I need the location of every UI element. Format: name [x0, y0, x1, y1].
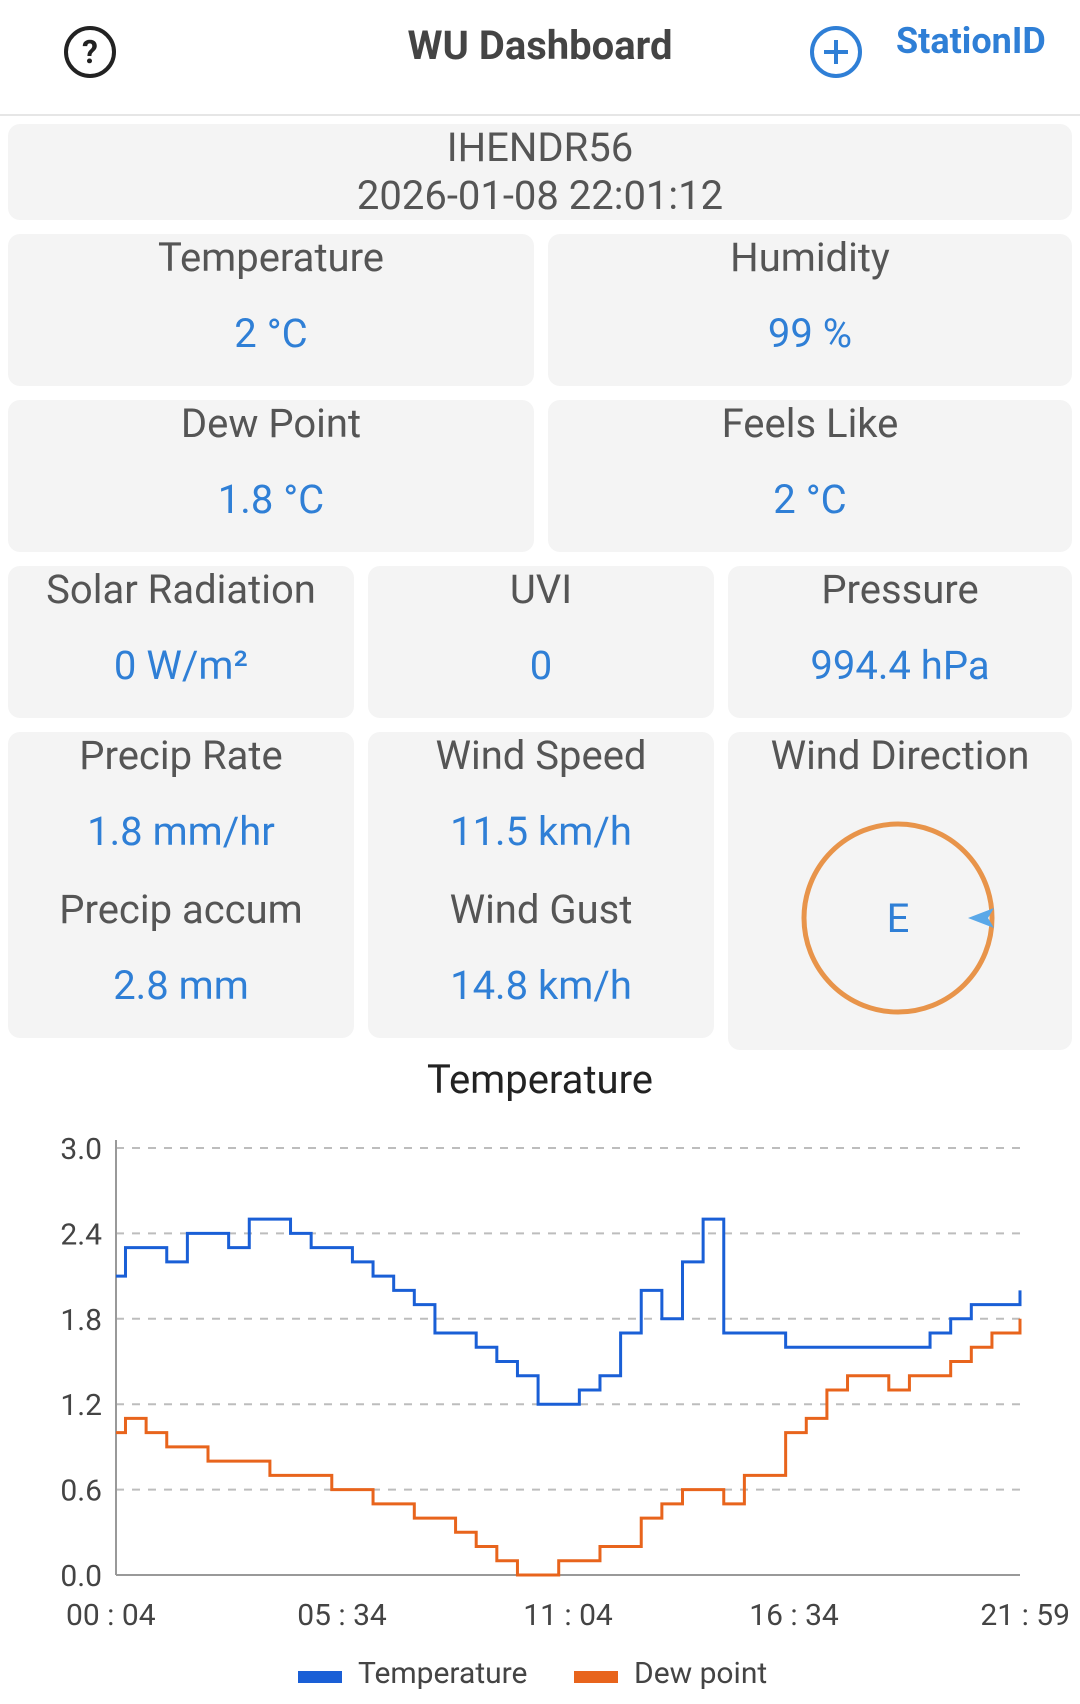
wind-speed-value: 11.5 km/h	[450, 808, 632, 855]
series-line-dew-point	[116, 1318, 1022, 1577]
observation-timestamp: 2026-01-08 22:01:12	[356, 172, 724, 219]
precip-rate-label: Precip Rate	[79, 732, 283, 779]
uvi-label: UVI	[509, 566, 573, 613]
wind-gust-value: 14.8 km/h	[450, 962, 632, 1009]
station-id-button[interactable]: StationID	[896, 20, 1046, 62]
temperature-card: Temperature 2 °C	[8, 234, 534, 386]
precip-accum-label: Precip accum	[59, 886, 303, 933]
pressure-card: Pressure 994.4 hPa	[728, 566, 1072, 718]
page-title: WU Dashboard	[407, 22, 673, 69]
y-tick-label: 0.0	[60, 1559, 102, 1594]
uvi-card: UVI 0	[368, 566, 714, 718]
series-line-temperature	[116, 1217, 1022, 1406]
pressure-value: 994.4 hPa	[810, 642, 990, 689]
feels-like-label: Feels Like	[721, 400, 899, 447]
x-tick-label: 11 : 04	[523, 1598, 613, 1633]
wind-compass: E	[801, 821, 995, 1015]
app-header: ? WU Dashboard StationID	[0, 0, 1080, 116]
legend-swatch-temperature	[298, 1671, 342, 1683]
feels-like-card: Feels Like 2 °C	[548, 400, 1072, 552]
temperature-label: Temperature	[158, 234, 384, 281]
wind-direction-value: E	[887, 895, 910, 942]
legend-label-dew-point: Dew point	[634, 1656, 767, 1691]
precip-rate-value: 1.8 mm/hr	[87, 808, 275, 855]
svg-text:?: ?	[82, 33, 98, 71]
y-tick-label: 1.2	[60, 1388, 102, 1423]
precipitation-card: Precip Rate 1.8 mm/hr Precip accum 2.8 m…	[8, 732, 354, 1038]
x-tick-label: 05 : 34	[297, 1598, 387, 1633]
help-circle-icon[interactable]: ?	[62, 24, 118, 80]
dew-point-value: 1.8 °C	[217, 476, 325, 523]
y-tick-label: 2.4	[60, 1217, 102, 1252]
x-tick-label: 21 : 59	[980, 1598, 1070, 1633]
x-tick-label: 16 : 34	[749, 1598, 839, 1633]
add-circle-icon[interactable]	[808, 24, 864, 80]
humidity-value: 99 %	[767, 310, 853, 357]
temperature-chart: 0.0 0.6 1.2 1.8 2.4 3.0 00 : 04 05 : 34 11 : 04 1…	[60, 1132, 1070, 1691]
y-tick-label: 1.8	[60, 1303, 102, 1338]
chart-title: Temperature	[427, 1056, 653, 1103]
wind-direction-label: Wind Direction	[770, 732, 1030, 779]
wind-arrow-icon	[968, 908, 994, 928]
precip-accum-value: 2.8 mm	[113, 962, 249, 1009]
solar-radiation-value: 0 W/m²	[113, 642, 249, 689]
feels-like-value: 2 °C	[773, 476, 847, 523]
temperature-value: 2 °C	[234, 310, 308, 357]
y-tick-label: 0.6	[60, 1474, 102, 1509]
legend-swatch-dew-point	[574, 1671, 618, 1683]
uvi-value: 0	[529, 642, 553, 689]
wind-gust-label: Wind Gust	[449, 886, 633, 933]
dew-point-card: Dew Point 1.8 °C	[8, 400, 534, 552]
station-card: IHENDR56 2026-01-08 22:01:12	[8, 124, 1072, 220]
pressure-label: Pressure	[821, 566, 979, 613]
humidity-label: Humidity	[730, 234, 890, 281]
humidity-card: Humidity 99 %	[548, 234, 1072, 386]
dew-point-label: Dew Point	[180, 400, 362, 447]
y-tick-label: 3.0	[60, 1132, 102, 1167]
x-tick-label: 00 : 04	[66, 1598, 156, 1633]
wind-direction-card: Wind Direction E	[728, 732, 1072, 1050]
wind-speed-card: Wind Speed 11.5 km/h Wind Gust 14.8 km/h	[368, 732, 714, 1038]
wind-speed-label: Wind Speed	[435, 732, 647, 779]
station-id: IHENDR56	[446, 124, 634, 171]
solar-radiation-card: Solar Radiation 0 W/m²	[8, 566, 354, 718]
solar-radiation-label: Solar Radiation	[46, 566, 316, 613]
legend-label-temperature: Temperature	[358, 1656, 527, 1691]
